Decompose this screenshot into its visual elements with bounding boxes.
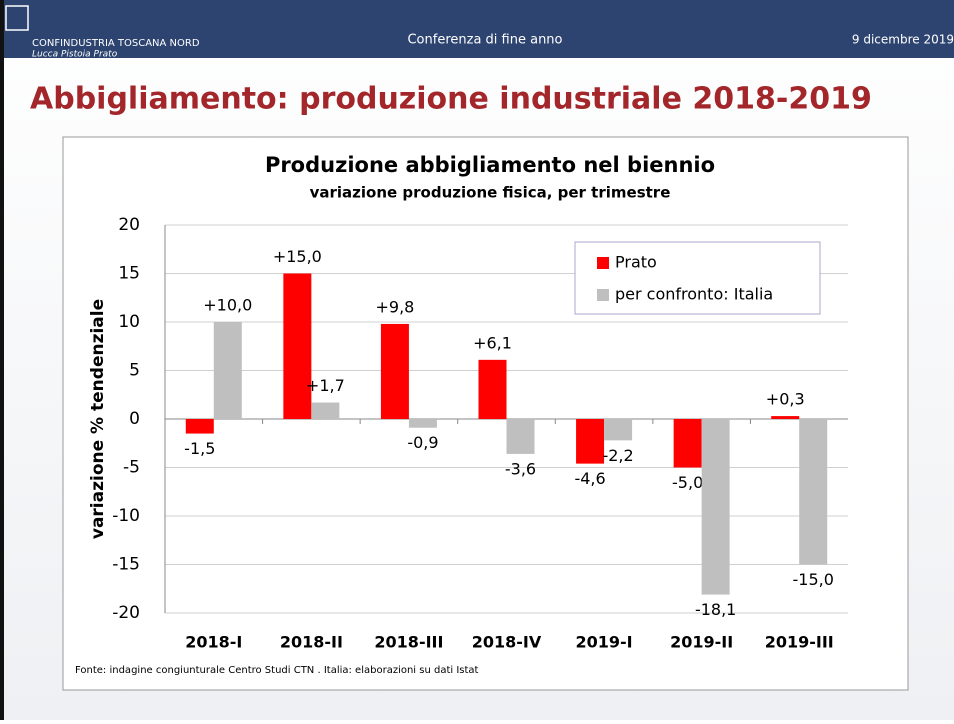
x-tick-label: 2019-III — [765, 633, 834, 652]
bar — [506, 419, 535, 454]
y-tick-label: -10 — [112, 506, 140, 526]
legend-label: per confronto: Italia — [615, 285, 773, 304]
bar — [213, 322, 242, 419]
y-tick-label: -15 — [112, 555, 140, 575]
y-tick-label: 20 — [118, 215, 140, 235]
y-tick-label: -5 — [123, 458, 140, 478]
y-tick-label: 10 — [118, 312, 140, 332]
bar — [576, 419, 605, 464]
date: 9 dicembre 2019 — [852, 33, 954, 47]
legend-swatch — [597, 289, 609, 301]
bar — [604, 419, 633, 441]
header-band — [0, 0, 954, 58]
x-tick-label: 2019-I — [576, 633, 633, 652]
bar — [799, 419, 828, 565]
value-label: +10,0 — [203, 296, 252, 315]
y-tick-label: 5 — [129, 361, 140, 381]
value-label: +1,7 — [306, 376, 345, 395]
bar — [701, 419, 730, 595]
legend-box — [574, 241, 821, 315]
x-tick-label: 2019-II — [670, 633, 733, 652]
y-tick-label: -20 — [112, 603, 140, 623]
source-note: Fonte: indagine congiunturale Centro Stu… — [75, 665, 479, 676]
x-tick-label: 2018-I — [185, 633, 242, 652]
legend-label: Prato — [615, 253, 657, 272]
bar — [478, 359, 507, 419]
bar — [771, 416, 800, 419]
value-label: -15,0 — [793, 570, 834, 589]
value-label: -2,2 — [602, 446, 633, 465]
value-label: -3,6 — [505, 459, 536, 478]
bar — [380, 323, 409, 419]
chart-subtitle: variazione produzione fisica, per trimes… — [310, 184, 671, 202]
value-label: +6,1 — [473, 333, 512, 352]
legend-swatch — [597, 257, 609, 269]
y-tick-label: 15 — [118, 264, 140, 284]
chart-title: Produzione abbigliamento nel biennio — [265, 153, 715, 177]
value-label: -5,0 — [672, 473, 703, 492]
x-tick-label: 2018-IV — [472, 633, 542, 652]
x-tick-label: 2018-III — [374, 633, 443, 652]
logo — [5, 5, 29, 31]
y-tick-label: 0 — [129, 409, 140, 429]
bar — [673, 419, 702, 468]
org-sub: Lucca Pistoia Prato — [32, 50, 118, 60]
y-axis-label: variazione % tendenziale — [88, 299, 108, 539]
slide-title: Abbigliamento: produzione industriale 20… — [30, 82, 872, 117]
x-tick-label: 2018-II — [280, 633, 343, 652]
left-border — [0, 0, 4, 720]
value-label: +0,3 — [766, 390, 805, 409]
org-name: CONFINDUSTRIA TOSCANA NORD — [32, 38, 200, 49]
value-label: +9,8 — [375, 297, 414, 316]
value-label: -0,9 — [407, 433, 438, 452]
value-label: +15,0 — [273, 247, 322, 266]
bar — [283, 273, 312, 419]
bar — [408, 419, 437, 428]
bar — [311, 402, 340, 419]
value-label: -18,1 — [695, 600, 736, 619]
bar — [185, 419, 214, 434]
value-label: -4,6 — [574, 469, 605, 488]
value-label: -1,5 — [184, 439, 215, 458]
event: Conferenza di fine anno — [407, 33, 562, 48]
